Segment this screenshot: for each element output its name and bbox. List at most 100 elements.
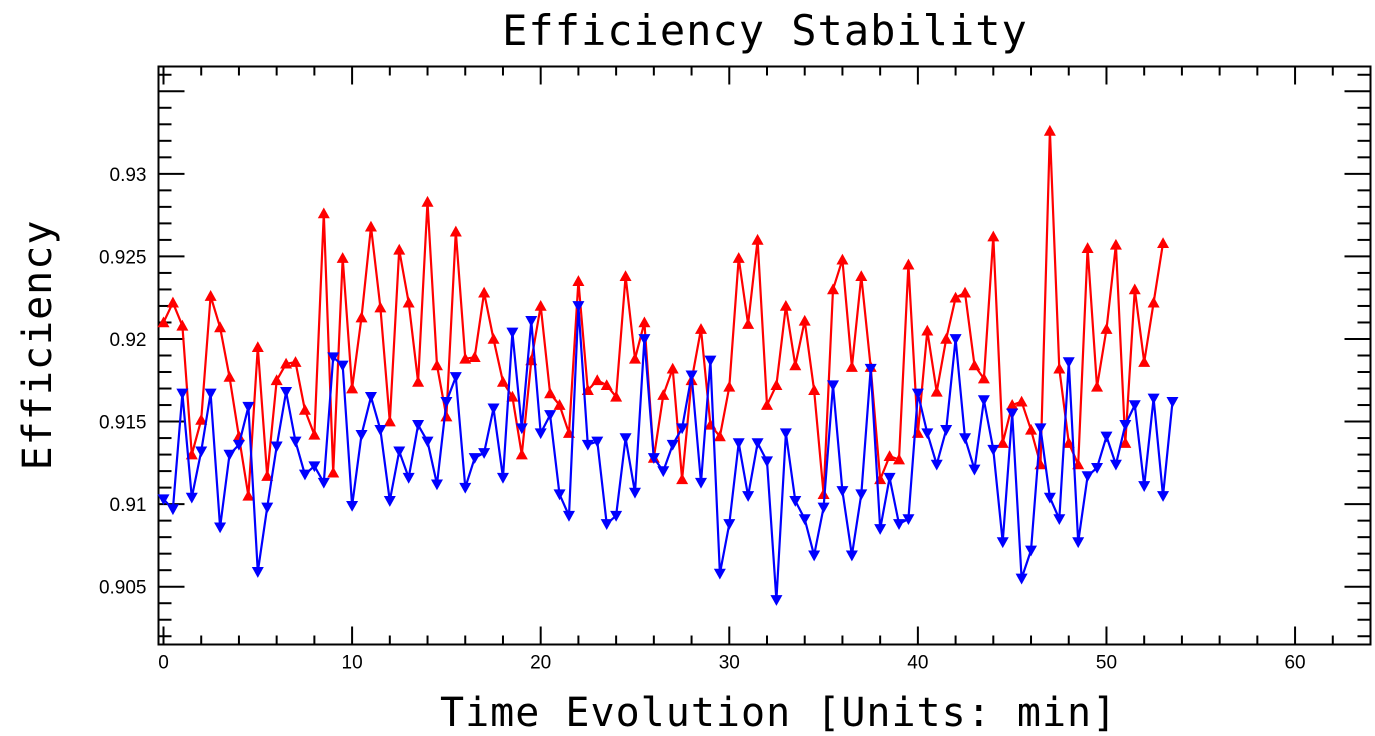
series-2-point	[261, 502, 274, 514]
series-1-point	[327, 466, 340, 478]
series-1-point	[959, 286, 972, 298]
series-1-point	[214, 321, 227, 333]
series-2-point	[449, 372, 462, 383]
series-1-point	[459, 352, 472, 364]
series-2-point	[647, 453, 660, 464]
series-1-point	[1147, 296, 1160, 308]
y-axis-label: Efficiency	[15, 219, 61, 471]
y-tick-label: 0.92	[110, 330, 147, 351]
series-2-point	[1091, 462, 1104, 474]
series-1-point	[355, 311, 368, 323]
series-2-point	[195, 446, 208, 458]
series-1-point	[761, 399, 773, 410]
series-1-point	[694, 323, 707, 334]
y-tick-label: 0.91	[110, 495, 147, 516]
series-2-point	[883, 472, 896, 484]
series-1-point	[676, 473, 689, 485]
series-1-point	[515, 448, 528, 460]
series-1-point	[977, 372, 990, 384]
series-2-point	[1157, 491, 1170, 502]
series-2-point	[845, 550, 858, 562]
series-1-point	[468, 351, 481, 362]
series-1-point	[732, 252, 745, 263]
series-2-point	[346, 500, 359, 512]
series-2-point	[223, 449, 236, 461]
series-1-point	[308, 428, 321, 440]
series-2-point	[1166, 396, 1179, 408]
series-1-point	[166, 296, 179, 308]
series-2-point	[685, 370, 698, 382]
series-2-point	[506, 327, 519, 339]
series-2-point	[336, 360, 349, 372]
series-1-point	[553, 399, 566, 410]
series-1-point	[232, 430, 245, 442]
series-1-point	[591, 374, 604, 386]
y-tick-label: 0.915	[99, 413, 147, 434]
series-1-point	[1043, 124, 1056, 136]
series-1-point	[195, 413, 208, 425]
series-2-point	[562, 510, 575, 522]
series-2-point	[1109, 459, 1122, 471]
series-1-point	[478, 286, 491, 298]
series-2-point	[798, 514, 811, 525]
series-2-point	[1147, 393, 1160, 405]
series-2-point	[761, 456, 773, 468]
series-1-point	[346, 382, 359, 394]
series-line-2	[162, 304, 1174, 602]
series-2-point	[374, 425, 387, 436]
series-2-point	[628, 487, 641, 499]
series-1-point	[996, 437, 1009, 448]
series-1-point	[1006, 399, 1019, 410]
series-2-point	[317, 477, 330, 489]
series-2-point	[478, 448, 491, 459]
series-2-point	[289, 436, 302, 448]
series-1-point	[723, 380, 736, 392]
series-2-point	[930, 459, 943, 471]
series-2-point	[751, 438, 764, 450]
series-2-point	[827, 380, 840, 392]
x-tick-label: 60	[1284, 653, 1305, 674]
series-1-point	[610, 390, 623, 402]
series-1-point	[619, 270, 632, 282]
series-2-point	[619, 433, 632, 445]
series-1-point	[534, 299, 547, 311]
series-1-point	[572, 275, 585, 286]
series-1-point	[336, 252, 349, 263]
series-1-point	[176, 319, 189, 331]
series-1-point	[544, 387, 557, 399]
series-2-point	[949, 334, 962, 345]
x-axis-label: Time Evolution [Units: min]	[440, 690, 1118, 736]
series-2-point	[940, 425, 953, 436]
series-2-point	[1072, 537, 1085, 549]
series-2-point	[251, 567, 264, 578]
series-2-point	[553, 489, 566, 501]
chart-title: Efficiency Stability	[502, 6, 1028, 55]
series-1-point	[987, 230, 1000, 242]
series-2-point	[855, 489, 868, 501]
series-2-point	[581, 439, 594, 451]
series-2-point	[355, 429, 368, 441]
series-2-point	[515, 423, 528, 435]
series-2-point	[402, 472, 415, 484]
series-2-point	[280, 387, 293, 398]
series-1-point	[779, 299, 792, 311]
series-2-point	[694, 477, 707, 489]
series-2-point	[204, 388, 217, 400]
y-axis: 0.905 0.91 0.915 0.92 0.925 0.93	[99, 73, 1371, 638]
series-1-point	[374, 301, 387, 313]
series-1-point	[1081, 242, 1094, 253]
series-2-point	[430, 479, 443, 491]
series-2-point	[864, 363, 877, 375]
series-2-point	[242, 401, 255, 413]
series-1-point	[449, 225, 462, 237]
series-2-point	[364, 391, 377, 403]
series-2-point	[959, 433, 972, 445]
series-1-point	[242, 489, 255, 501]
series-2-point	[676, 423, 689, 435]
series-2-point	[534, 428, 547, 440]
series-2-point	[393, 446, 406, 458]
series-1-point	[893, 453, 906, 465]
series-2-point	[1062, 357, 1075, 369]
series-2-point	[1006, 408, 1019, 420]
